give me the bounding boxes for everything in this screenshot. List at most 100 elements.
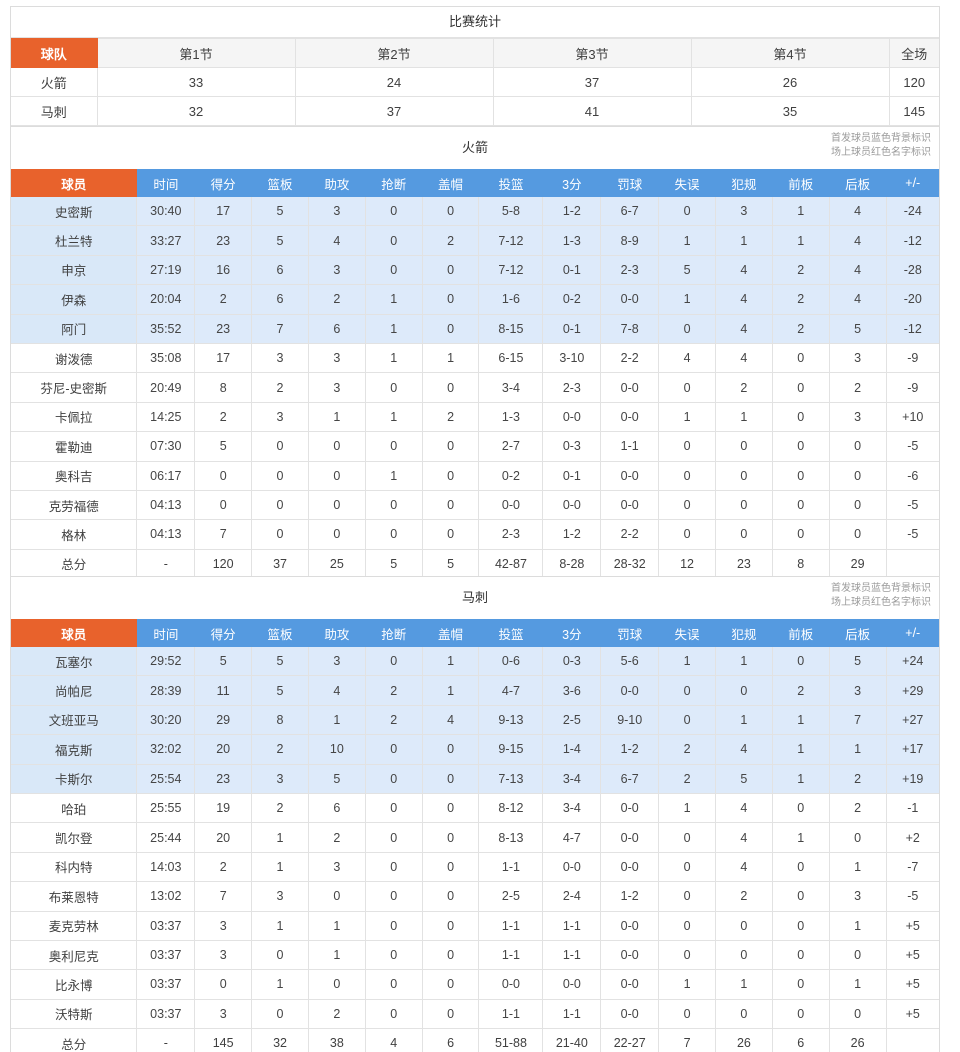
stat-cell-to: 0 [658,998,716,1030]
player-name-cell[interactable]: 比永博 [11,969,138,1000]
stat-cell-min: - [136,1028,196,1052]
stat-cell-fg: 0-2 [478,460,544,491]
player-name-cell[interactable]: 文班亚马 [11,704,138,736]
stat-cell-pts: 0 [194,460,253,491]
player-name-cell[interactable]: 凯尔登 [11,822,138,853]
stat-cell-ast: 0 [307,519,366,550]
player-name-cell[interactable]: 阿门 [11,313,138,344]
stat-cell-min: - [136,548,196,579]
box-player-row: 凯尔登 25:44 20 1 2 0 0 8-13 4-7 0-0 0 4 1 0 +2 [11,822,939,853]
team-panel-2: 马刺 首发球员蓝色背景标识 场上球员红色名字标识 球员 时间 得分 篮板 助攻 抢断 盖帽投… [10,576,940,1052]
player-name-cell[interactable]: 麦克劳林 [11,910,138,941]
player-name-cell[interactable]: 总分 [11,1028,138,1052]
stat-cell-fg: 1-6 [478,284,544,315]
player-name-cell[interactable]: 伊森 [11,284,138,315]
box-col-fg: 投篮 [478,619,544,647]
player-name-cell[interactable]: 谢泼德 [11,342,138,374]
box-player-row: 瓦塞尔 29:52 5 5 3 0 1 0-6 0-3 5-6 1 1 0 5 +24 [11,645,939,677]
stat-cell-blk: 0 [421,792,480,824]
stat-cell-ast: 0 [307,969,366,1000]
stat-cell-stl: 0 [364,645,423,677]
stat-cell-to: 1 [658,284,716,315]
box-col-dreb: 后板 [828,169,887,197]
stat-cell-to: 5 [658,254,716,286]
stat-cell-to: 0 [658,939,716,971]
stat-cell-to: 0 [658,519,716,550]
player-name-cell[interactable]: 格林 [11,519,138,550]
stat-cell-tp: 3-10 [542,342,602,374]
player-name-cell[interactable]: 瓦塞尔 [11,645,138,677]
stat-cell-reb: 3 [251,881,309,912]
stat-cell-min: 28:39 [136,675,196,706]
player-name-cell[interactable]: 奥利尼克 [11,939,138,971]
stat-cell-stl: 0 [364,910,423,941]
stat-cell-pf: 4 [714,822,773,853]
player-name-cell[interactable]: 芬尼-史密斯 [11,372,138,403]
stat-cell-blk: 0 [421,763,480,794]
box-col-stl: 抢断 [364,619,423,647]
stat-cell-pts: 7 [194,881,253,912]
summary-cell-q2: 37 [294,96,494,126]
stat-cell-reb: 5 [251,195,309,227]
player-name-cell[interactable]: 卡斯尔 [11,763,138,794]
player-name-cell[interactable]: 霍勒迪 [11,431,138,462]
stat-cell-pf: 1 [714,969,773,1000]
stat-cell-fg: 4-7 [478,675,544,706]
player-name-cell[interactable]: 总分 [11,548,138,579]
stat-cell-min: 07:30 [136,431,196,462]
player-name-cell[interactable]: 福克斯 [11,734,138,765]
player-name-cell[interactable]: 哈珀 [11,792,138,824]
box-player-row: 史密斯 30:40 17 5 3 0 0 5-8 1-2 6-7 0 3 1 4 -24 [11,195,939,227]
stat-cell-blk: 1 [421,342,480,374]
box-col-reb: 篮板 [251,619,309,647]
stat-cell-stl: 1 [364,401,423,433]
legend-line-1: 首发球员蓝色背景标识 [831,133,931,144]
stat-cell-tp: 2-3 [542,372,602,403]
stat-cell-tp: 0-3 [542,645,602,677]
stat-cell-stl: 0 [364,763,423,794]
player-name-cell[interactable]: 史密斯 [11,195,138,227]
stat-cell-ft: 6-7 [600,763,660,794]
stat-cell-stl: 0 [364,489,423,521]
player-name-cell[interactable]: 卡佩拉 [11,401,138,433]
player-name-cell[interactable]: 沃特斯 [11,998,138,1030]
stat-cell-fg: 3-4 [478,372,544,403]
legend-line-2: 场上球员红色名字标识 [831,147,931,158]
box-body-2: 瓦塞尔 29:52 5 5 3 0 1 0-6 0-3 5-6 1 1 0 5 +24 尚帕尼 28:39 1 1 5… [11,645,939,1052]
player-name-cell[interactable]: 尚帕尼 [11,675,138,706]
stat-cell-to: 0 [658,675,716,706]
stat-cell-to: 0 [658,431,716,462]
stat-cell-pts: 23 [194,313,253,344]
summary-header-row: 球队 第1节 第2节 第3节 第4节 全场 [11,38,939,68]
stat-cell-pf: 1 [714,704,773,736]
stat-cell-ast: 3 [307,851,366,883]
player-name-cell[interactable]: 科内特 [11,851,138,883]
stat-cell-pts: 29 [194,704,253,736]
stat-cell-oreb: 2 [771,254,830,286]
player-name-cell[interactable]: 申京 [11,254,138,286]
stat-cell-blk: 2 [421,225,480,256]
stat-cell-pts: 17 [194,342,253,374]
stat-cell-reb: 0 [251,431,309,462]
stat-cell-ast: 5 [307,763,366,794]
stat-cell-fg: 2-7 [478,431,544,462]
stat-cell-pts: 20 [194,822,253,853]
player-name-cell[interactable]: 布莱恩特 [11,881,138,912]
player-name-cell[interactable]: 奥科吉 [11,460,138,491]
stat-cell-oreb: 2 [771,284,830,315]
player-name-cell[interactable]: 克劳福德 [11,489,138,521]
stat-cell-ast: 10 [307,734,366,765]
stat-cell-blk: 4 [421,704,480,736]
stat-cell-min: 25:44 [136,822,196,853]
stat-cell-dreb: 3 [828,881,887,912]
stat-cell-dreb: 1 [828,969,887,1000]
stat-cell-pts: 2 [194,284,253,315]
player-name-cell[interactable]: 杜兰特 [11,225,138,256]
stat-cell-tp: 1-2 [542,195,602,227]
stat-cell-pts: 7 [194,519,253,550]
box-player-row: 杜兰特 33:27 23 5 4 0 2 7-12 1-3 8-9 1 1 1 4 -12 [11,225,939,256]
stat-cell-pf: 0 [714,939,773,971]
stat-cell-ft: 1-2 [600,734,660,765]
stat-cell-pm: -28 [885,254,939,286]
stat-cell-ast: 6 [307,792,366,824]
